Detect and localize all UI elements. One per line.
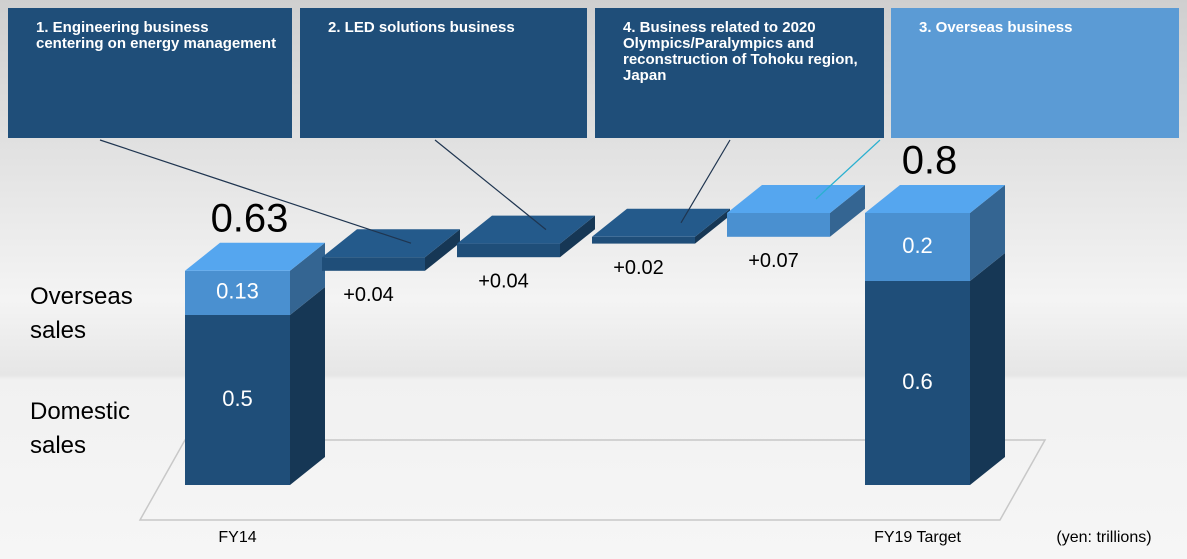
legend-overseas: Overseas sales (30, 280, 170, 348)
segment-label: 0.6 (902, 369, 933, 394)
step-label: +0.02 (613, 257, 664, 279)
total-label: 0.8 (902, 139, 958, 183)
step (727, 213, 830, 237)
business-header: 2. LED solutions business (300, 8, 587, 138)
x-tick-label: FY14 (218, 529, 256, 546)
segment-label: 0.5 (222, 386, 253, 411)
business-header: 4. Business related to 2020 Olympics/Par… (595, 8, 884, 138)
step-label: +0.07 (748, 250, 799, 272)
step-label: +0.04 (478, 270, 529, 292)
bar-segment-side (290, 287, 325, 485)
step-label: +0.04 (343, 284, 394, 306)
segment-label: 0.13 (216, 279, 259, 304)
step (457, 244, 560, 258)
step-top (592, 209, 730, 237)
business-header: 1. Engineering business centering on ene… (8, 8, 292, 138)
step (322, 257, 425, 271)
step (592, 237, 695, 244)
connector (435, 140, 546, 230)
bar-segment-side (970, 253, 1005, 485)
x-tick-label: FY19 Target (874, 529, 961, 546)
unit-note: (yen: trillions) (1056, 529, 1151, 546)
business-header: 3. Overseas business (891, 8, 1179, 138)
total-label: 0.63 (211, 196, 289, 240)
legend-domestic: Domestic sales (30, 395, 170, 463)
slide: (yen: trillions) 0.5 0.13 0.63 FY14 +0.04 +0.… (0, 0, 1187, 559)
segment-label: 0.2 (902, 233, 933, 258)
